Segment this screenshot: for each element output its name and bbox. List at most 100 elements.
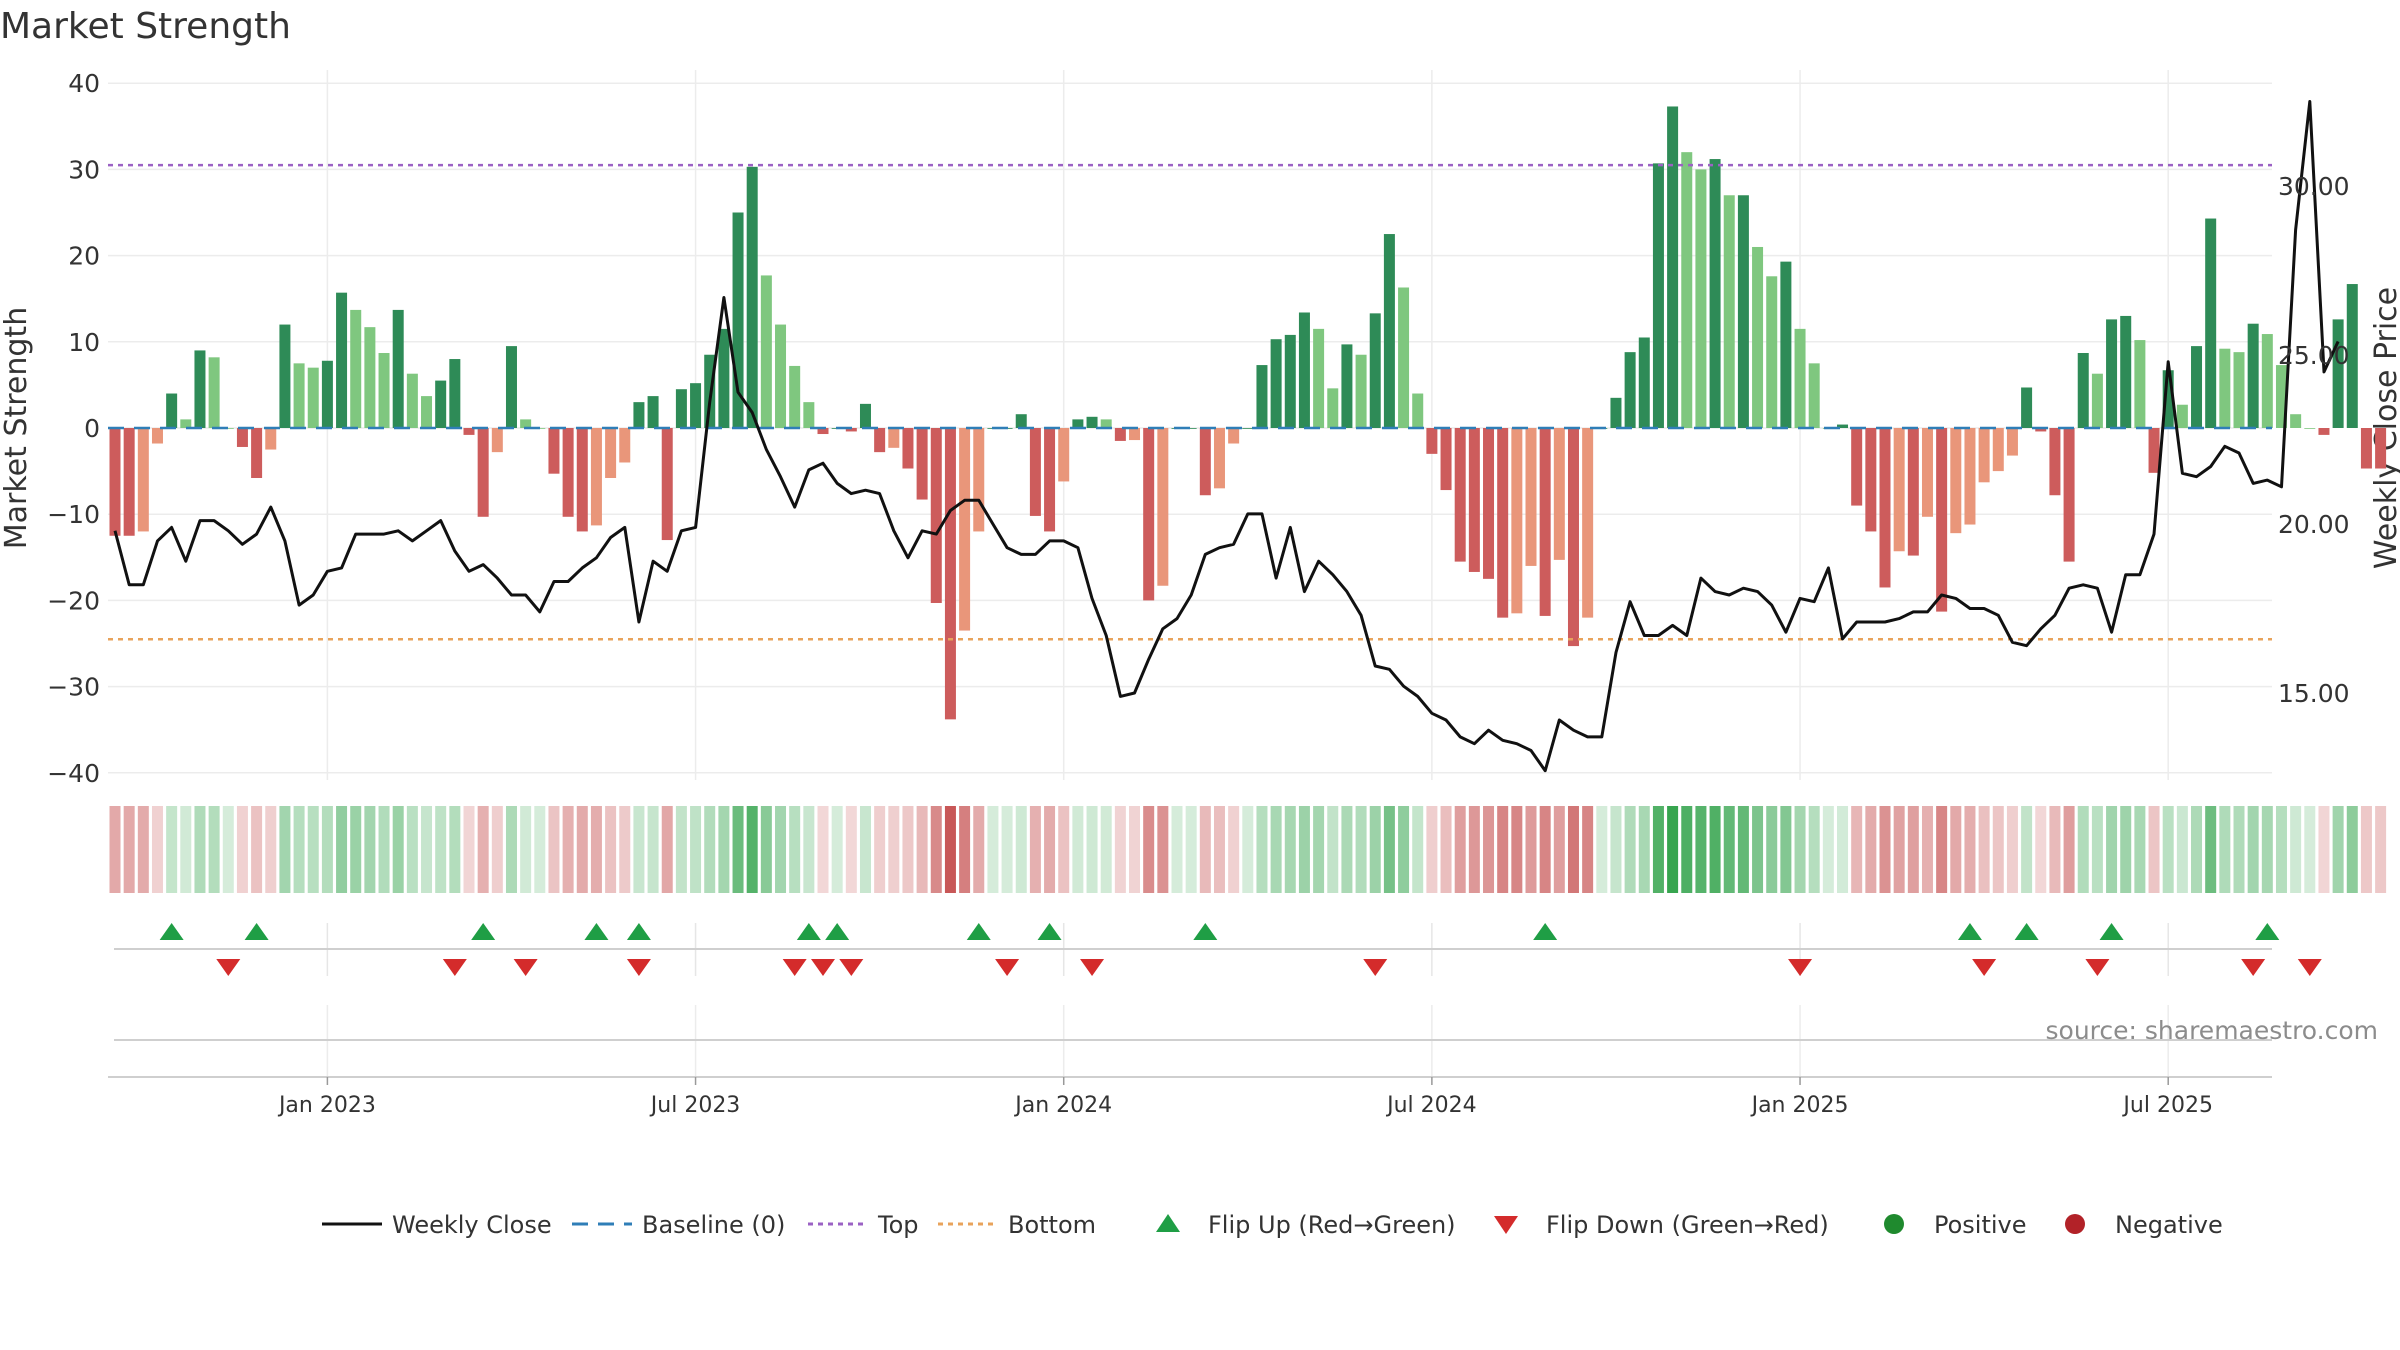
strip-cell [2318, 806, 2330, 893]
legend-label: Baseline (0) [642, 1211, 785, 1239]
flip-down-marker [782, 959, 807, 976]
strength-bar [2120, 315, 2132, 428]
y2-tick-label: 15.00 [2278, 679, 2350, 708]
strip-cell [647, 806, 659, 893]
legend: Weekly Close Baseline (0) Top Bottom Flip Up… [322, 1211, 2223, 1239]
strength-bar [1327, 388, 1339, 428]
strength-bar [1355, 354, 1367, 428]
strength-bar [1752, 246, 1764, 428]
strip-cell [1879, 806, 1891, 893]
strip-cell [1752, 806, 1764, 893]
strip-cell [1950, 806, 1962, 893]
strength-bar [1213, 428, 1225, 489]
strip-cell [2120, 806, 2132, 893]
strip-cell [803, 806, 815, 893]
strength-bar [1921, 428, 1933, 517]
y-axis-label: Market Strength [0, 307, 34, 549]
strip-cell [2191, 806, 2203, 893]
strip-cell [1072, 806, 1084, 893]
strength-bar [2006, 428, 2018, 456]
strength-bar [1709, 159, 1721, 428]
strength-bar [1893, 428, 1905, 552]
strip-cell [1921, 806, 1933, 893]
strength-bar [180, 419, 192, 428]
strength-bar [505, 346, 517, 428]
strip-cell [1213, 806, 1225, 893]
reference-lines [108, 163, 2272, 641]
strength-bar [378, 353, 390, 428]
strip-cell [1313, 806, 1325, 893]
strip-cell [1383, 806, 1395, 893]
strip-cell [1001, 806, 1013, 893]
strip-cell [973, 806, 985, 893]
strength-bar [1737, 195, 1749, 428]
strength-bar [336, 292, 348, 428]
strip-cell [265, 806, 277, 893]
strength-bar [1936, 428, 1948, 612]
strength-bar [1837, 424, 1849, 428]
flip-down-marker [1788, 959, 1813, 976]
strength-bar [2148, 428, 2160, 473]
y2-tick-label: 20.00 [2278, 510, 2350, 539]
strength-bar [2176, 404, 2188, 428]
strength-bar [1964, 428, 1976, 525]
strip-cell [1412, 806, 1424, 893]
flip-down-marker [839, 959, 864, 976]
strip-cell [916, 806, 928, 893]
strip-cell [1511, 806, 1523, 893]
strength-bar [1143, 428, 1155, 601]
strip-cell [1553, 806, 1565, 893]
strength-bar [1284, 334, 1296, 428]
strip-cell [1298, 806, 1310, 893]
strength-bar [1015, 414, 1027, 428]
strength-bar [1398, 287, 1410, 428]
strip-cell [987, 806, 999, 893]
strength-bar [732, 212, 744, 428]
strip-cell [590, 806, 602, 893]
strength-color-strip [109, 806, 2387, 893]
strip-cell [1907, 806, 1919, 893]
strength-bar [973, 428, 985, 532]
legend-label: Negative [2115, 1211, 2223, 1239]
strip-cell [520, 806, 532, 893]
strength-bar [2375, 428, 2387, 469]
strength-bar [661, 428, 673, 541]
legend-item: Weekly Close [322, 1211, 552, 1239]
strip-cell [2332, 806, 2344, 893]
legend-label: Positive [1934, 1211, 2027, 1239]
strip-cell [1936, 806, 1948, 893]
source-label: source: sharemaestro.com [2046, 1016, 2379, 1045]
y-tick-label: −20 [47, 586, 100, 615]
y2-tick-label: 30.00 [2278, 172, 2350, 201]
strength-bar [1185, 428, 1197, 429]
x-tick-label: Jul 2023 [649, 1093, 741, 1118]
strength-bar [1270, 339, 1282, 428]
strip-cell [902, 806, 914, 893]
strength-bar [307, 367, 319, 428]
strength-bar [1199, 428, 1211, 496]
legend-label: Top [877, 1211, 919, 1239]
weekly-close-line [113, 100, 2340, 773]
y-tick-label: 10 [68, 328, 100, 357]
strip-cell [789, 806, 801, 893]
legend-item: Top [808, 1211, 919, 1239]
strength-bar [1907, 428, 1919, 556]
flip-up-marker [1533, 923, 1558, 940]
strip-cell [1440, 806, 1452, 893]
y-tick-label: 30 [68, 155, 100, 184]
strength-bar [2035, 428, 2047, 432]
strip-cell [874, 806, 886, 893]
strength-bar [2275, 365, 2287, 428]
flip-down-marker [2085, 959, 2110, 976]
strength-bar [2261, 334, 2273, 428]
strip-cell [845, 806, 857, 893]
strength-bar [2162, 370, 2174, 428]
strip-cell [534, 806, 546, 893]
strip-cell [2162, 806, 2174, 893]
grid-layer [108, 70, 2272, 1077]
strength-bar [1454, 428, 1466, 562]
strength-bar [1426, 428, 1438, 454]
flip-up-marker [1957, 923, 1982, 940]
flip-up-marker [2255, 923, 2280, 940]
strength-bar [2247, 323, 2259, 428]
